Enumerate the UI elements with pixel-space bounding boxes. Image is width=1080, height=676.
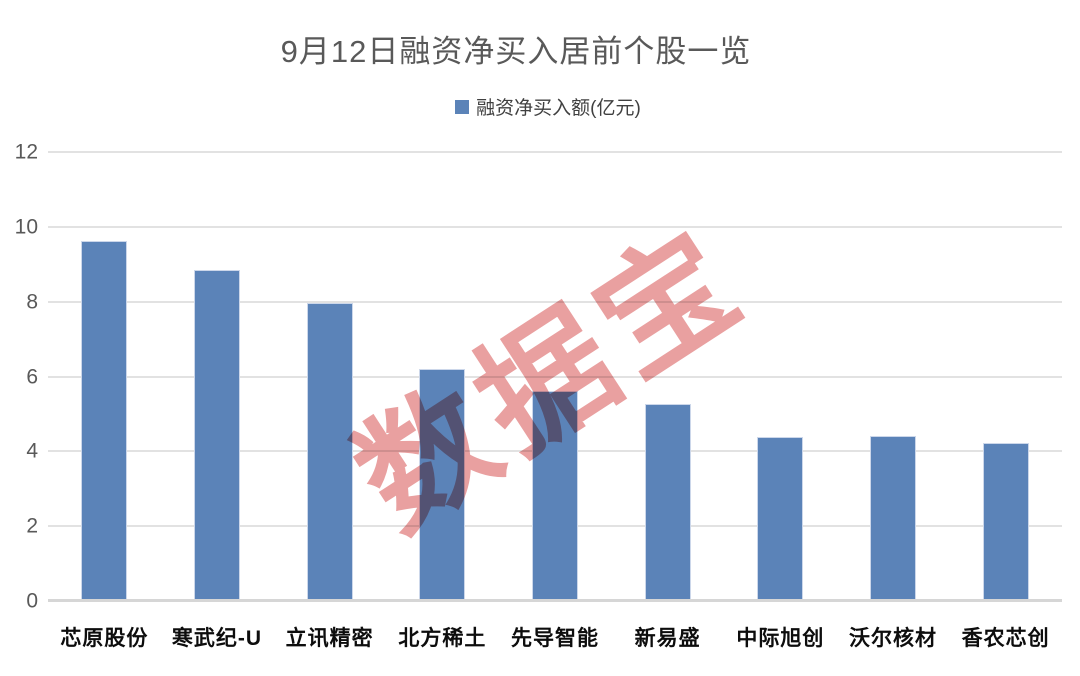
gridline <box>48 375 1062 378</box>
bar <box>81 241 128 601</box>
y-tick-label: 8 <box>26 290 38 314</box>
x-tick-label: 先导智能 <box>511 627 599 650</box>
y-tick-label: 6 <box>26 365 38 388</box>
plot-area <box>48 151 1062 602</box>
x-tick-label: 北方稀土 <box>398 627 487 650</box>
legend-label: 融资净买入额(亿元) <box>476 98 641 119</box>
y-tick-label: 4 <box>26 439 38 463</box>
chart-title: 9月12日融资净买入居前个股一览 <box>280 34 752 69</box>
x-tick-label: 寒武纪-U <box>171 627 263 650</box>
bar <box>757 437 804 601</box>
x-tick-label: 沃尔核材 <box>849 627 937 650</box>
x-axis-line <box>48 599 1062 602</box>
bar <box>419 369 466 601</box>
x-tick-label: 芯原股份 <box>60 627 149 650</box>
gridline <box>48 151 1062 153</box>
y-tick-label: 2 <box>26 514 38 538</box>
y-axis: 0 2 4 6 8 10 12 <box>0 142 38 612</box>
bar <box>870 436 916 601</box>
legend: 融资净买入额(亿元) <box>0 93 1080 120</box>
x-tick-label: 新易盛 <box>634 627 701 650</box>
bar <box>532 390 578 601</box>
x-tick-label: 中际旭创 <box>736 627 825 650</box>
y-tick-label: 10 <box>14 215 38 239</box>
bar <box>306 302 353 601</box>
x-axis: 芯原股份 寒武纪-U 立讯精密 北方稀土 先导智能 新易盛 中际旭创 沃尔核材 香农芯创 <box>48 622 1062 662</box>
x-tick-label: 香农芯创 <box>961 627 1050 650</box>
x-tick-label: 立讯精密 <box>285 627 374 650</box>
y-tick-label: 0 <box>26 589 38 613</box>
gridline <box>48 300 1062 303</box>
bar <box>644 403 691 601</box>
bar <box>982 442 1029 601</box>
legend-marker-square <box>455 99 470 114</box>
bar <box>194 269 240 601</box>
gridline <box>48 225 1062 228</box>
y-tick-label: 12 <box>14 140 38 164</box>
